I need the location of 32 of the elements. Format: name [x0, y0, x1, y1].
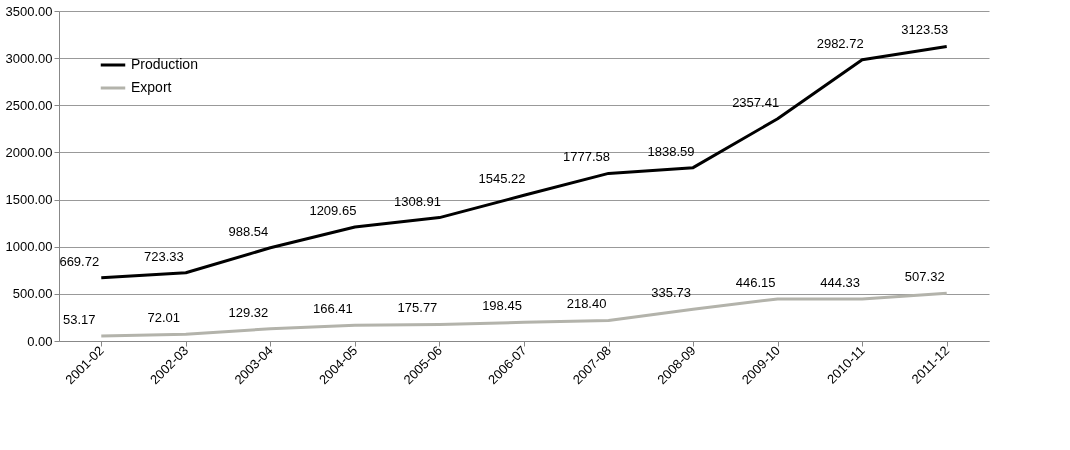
data-label: 129.32 — [228, 304, 269, 320]
data-label: 446.15 — [735, 274, 776, 290]
y-tick-label: 0.00 — [27, 333, 53, 349]
y-tick-label: 500.00 — [12, 286, 53, 302]
data-label: 2982.72 — [816, 35, 864, 51]
data-label: 1777.58 — [563, 149, 611, 165]
data-label: 175.77 — [397, 300, 438, 316]
data-label: 1838.59 — [647, 143, 695, 159]
data-label: 507.32 — [904, 269, 945, 285]
data-label: 72.01 — [147, 310, 181, 326]
data-label: 1308.91 — [393, 193, 441, 209]
y-tick-label: 1000.00 — [5, 239, 53, 255]
data-label: 669.72 — [59, 253, 100, 269]
data-label: 1209.65 — [309, 202, 357, 218]
data-label: 2357.41 — [732, 94, 780, 110]
data-label: 335.73 — [651, 285, 691, 301]
data-label: 723.33 — [143, 248, 184, 264]
data-label: 198.45 — [482, 298, 522, 314]
data-label: 3123.53 — [901, 22, 949, 38]
y-tick-label: 2000.00 — [5, 144, 53, 160]
legend-label: Export — [131, 79, 172, 95]
legend-label: Production — [131, 56, 198, 72]
y-tick-label: 3500.00 — [5, 3, 53, 19]
y-tick-label: 1500.00 — [5, 192, 53, 208]
y-tick-label: 2500.00 — [5, 97, 53, 113]
data-label: 166.41 — [313, 301, 353, 317]
data-label: 444.33 — [820, 275, 861, 291]
data-label: 1545.22 — [478, 171, 526, 187]
data-label: 988.54 — [228, 223, 269, 239]
data-label: 53.17 — [63, 311, 96, 327]
y-tick-label: 3000.00 — [5, 50, 53, 66]
data-label: 218.40 — [566, 296, 607, 312]
